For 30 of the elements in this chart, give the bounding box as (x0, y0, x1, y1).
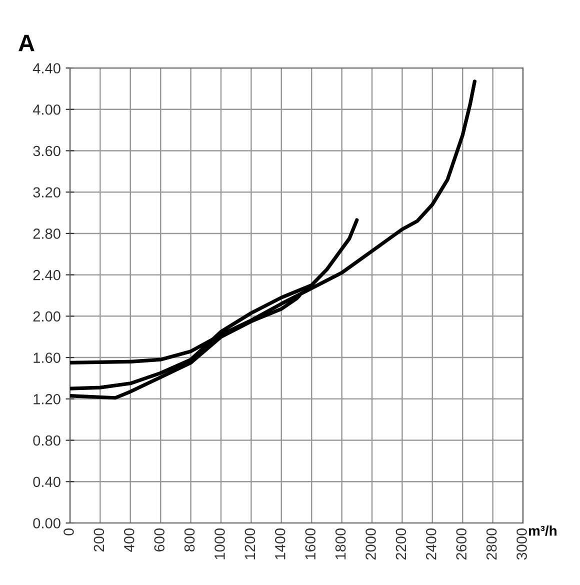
x-tick-label: 2800 (486, 528, 497, 560)
x-axis-title: m³/h (528, 526, 556, 536)
x-tick-label: 1600 (305, 528, 316, 560)
y-tick-label: 0.80 (33, 435, 60, 446)
y-tick-label: 3.60 (33, 146, 60, 156)
y-tick-label: 4.00 (32, 104, 60, 115)
x-tick-label: 2200 (396, 528, 406, 560)
y-tick-label: 2.40 (33, 270, 60, 280)
y-tick-label: 1.20 (34, 394, 60, 404)
y-tick-label: 0.00 (33, 518, 60, 528)
x-tick-label: 1400 (274, 528, 286, 560)
x-tick-label: 2000 (366, 528, 376, 560)
x-tick-label: 600 (154, 528, 165, 552)
y-tick-label: 4.40 (32, 63, 60, 74)
x-tick-label: 2400 (426, 528, 436, 560)
x-tick-label: 1800 (335, 528, 346, 560)
x-tick-label: 200 (94, 528, 104, 552)
y-tick-label: 1.60 (34, 352, 60, 363)
chart-title: A (18, 34, 34, 52)
y-tick-label: 3.20 (33, 187, 60, 198)
x-tick-label: 1000 (214, 528, 225, 560)
x-tick-label: 400 (124, 528, 134, 552)
x-tick-label: 1200 (244, 528, 256, 560)
x-tick-label: 800 (184, 528, 195, 552)
y-tick-label: 2.00 (33, 311, 60, 322)
x-tick-label: 3000 (516, 528, 527, 560)
y-tick-label: 2.80 (33, 228, 60, 239)
x-tick-label: 2600 (456, 528, 467, 560)
y-tick-label: 0.40 (33, 476, 60, 488)
x-tick-label: 0 (64, 528, 74, 536)
